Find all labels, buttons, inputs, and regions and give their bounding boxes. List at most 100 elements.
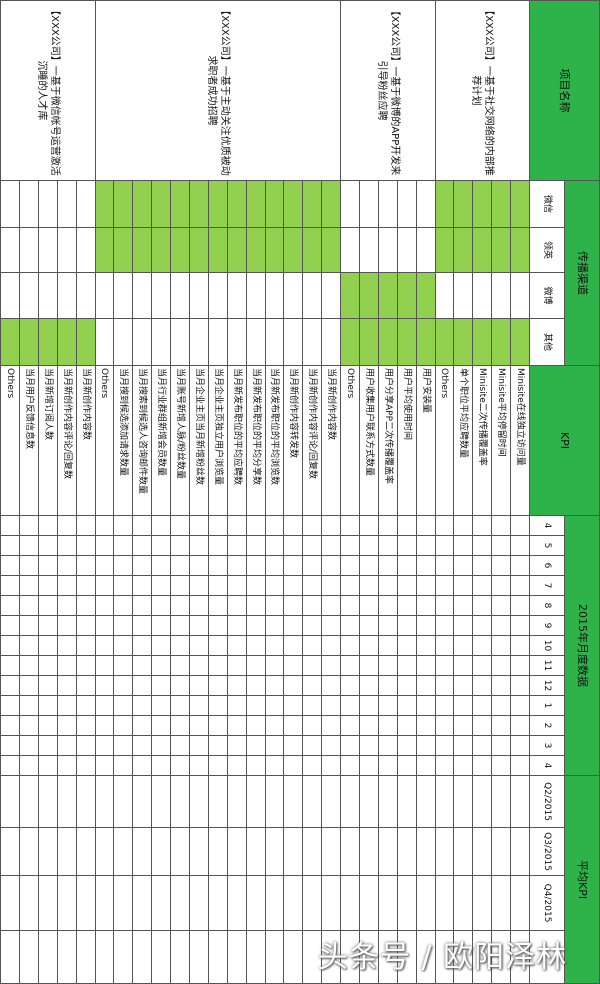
channel-cell (397, 272, 417, 319)
data-cell (416, 635, 436, 656)
data-cell (246, 595, 266, 616)
data-cell (510, 675, 530, 696)
data-cell (208, 715, 228, 736)
data-cell (283, 875, 303, 931)
data-cell (321, 695, 341, 716)
data-cell (113, 695, 133, 716)
data-cell (189, 615, 209, 636)
data-cell (416, 675, 436, 696)
channel-cell (378, 318, 398, 366)
data-cell (283, 655, 303, 676)
data-cell (397, 635, 417, 656)
channel-cell (19, 272, 39, 319)
data-cell (170, 735, 190, 756)
data-cell (453, 775, 473, 828)
data-cell (265, 695, 284, 716)
data-cell (19, 755, 39, 776)
data-cell (321, 515, 341, 536)
data-cell (246, 755, 266, 776)
data-cell (302, 715, 322, 736)
data-cell (265, 875, 284, 931)
data-cell (57, 615, 77, 636)
data-cell (378, 595, 398, 616)
data-cell (265, 755, 284, 776)
data-cell (302, 515, 322, 536)
data-cell (416, 755, 436, 776)
data-cell (302, 615, 322, 636)
data-cell (453, 575, 473, 596)
row: 【XXX公司】一基于主动关注优质被动求职者成功招聘 当月新创作内容数 (95, 0, 341, 984)
data-cell (132, 735, 152, 756)
kpi-name: 当月搜到候选添加请求数量 (113, 365, 133, 516)
data-cell (76, 595, 96, 616)
data-cell (491, 675, 511, 696)
data-cell (227, 930, 247, 984)
data-cell (95, 635, 114, 656)
data-cell (340, 555, 360, 576)
data-cell (170, 930, 190, 984)
data-cell (435, 555, 454, 576)
header-cell: 传播渠道 (564, 180, 600, 366)
header-cell: 2015年月度数据 (564, 515, 600, 776)
channel-cell (208, 318, 228, 366)
data-cell (0, 575, 20, 596)
data-cell (472, 635, 492, 656)
month-header: 1 (529, 695, 565, 716)
data-cell (359, 655, 379, 676)
channel-cell (95, 272, 114, 319)
data-cell (472, 675, 492, 696)
data-cell (510, 575, 530, 596)
data-cell (57, 595, 77, 616)
data-cell (95, 535, 114, 556)
channel-cell (246, 318, 266, 366)
data-cell (378, 655, 398, 676)
channel-cell (397, 180, 417, 228)
data-cell (510, 655, 530, 676)
data-cell (416, 515, 436, 536)
data-cell (283, 695, 303, 716)
data-cell (302, 695, 322, 716)
quarter-header: Q4/2015 (529, 875, 565, 931)
channel-cell (19, 180, 39, 228)
channel-cell (302, 227, 322, 273)
data-cell (208, 755, 228, 776)
channel-cell (76, 180, 96, 228)
data-cell (170, 555, 190, 576)
data-cell (435, 827, 454, 876)
data-cell (510, 515, 530, 536)
month-header: 2 (529, 715, 565, 736)
data-cell (359, 515, 379, 536)
channel-cell (359, 180, 379, 228)
channel-cell (151, 272, 171, 319)
data-cell (302, 655, 322, 676)
data-cell (227, 675, 247, 696)
data-cell (491, 695, 511, 716)
data-cell (378, 515, 398, 536)
data-cell (283, 535, 303, 556)
month-header: 6 (529, 555, 565, 576)
data-cell (378, 827, 398, 876)
channel-cell (340, 180, 360, 228)
data-cell (397, 515, 417, 536)
data-cell (208, 695, 228, 716)
data-cell (340, 695, 360, 716)
data-cell (151, 755, 171, 776)
channel-cell (453, 272, 473, 319)
data-cell (57, 695, 77, 716)
channel-cell (170, 318, 190, 366)
data-cell (302, 555, 322, 576)
kpi-name: 当月新创作内容数 (321, 365, 341, 516)
data-cell (19, 675, 39, 696)
data-cell (170, 575, 190, 596)
data-cell (359, 735, 379, 756)
data-cell (340, 535, 360, 556)
channel-cell (19, 318, 39, 366)
data-cell (208, 595, 228, 616)
channel-cell (397, 227, 417, 273)
data-cell (113, 515, 133, 536)
data-cell (19, 595, 39, 616)
data-cell (283, 575, 303, 596)
kpi-name: 用户平均使用时间 (397, 365, 417, 516)
channel-cell (510, 272, 530, 319)
data-cell (113, 615, 133, 636)
